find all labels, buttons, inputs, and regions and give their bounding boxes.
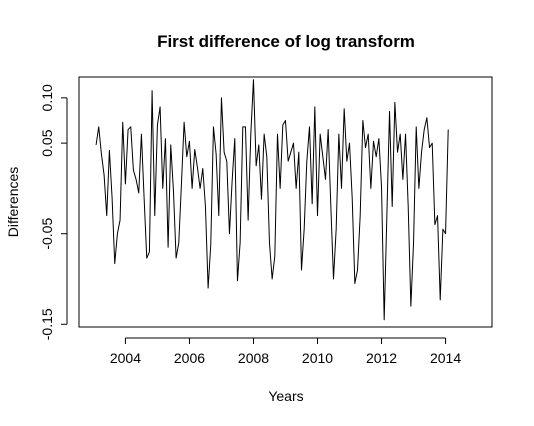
chart-title: First difference of log transform: [157, 32, 415, 51]
x-tick-label: 2014: [430, 350, 461, 366]
x-tick-label: 2008: [238, 350, 269, 366]
y-tick-label: 0.05: [39, 129, 55, 156]
y-tick-label: -0.05: [39, 218, 55, 250]
x-tick-label: 2006: [174, 350, 205, 366]
x-tick-label: 2010: [302, 350, 333, 366]
x-axis: 2004 2006 2008 2010 2012 2014: [110, 337, 461, 366]
y-axis-label: Differences: [5, 167, 21, 238]
y-tick-label: -0.15: [39, 308, 55, 340]
x-tick-label: 2004: [110, 350, 141, 366]
x-axis-label: Years: [268, 388, 303, 404]
plot-area-frame: [78, 76, 493, 328]
y-axis: -0.15 -0.05 0.05 0.10: [39, 84, 68, 340]
series-line: [95, 79, 449, 321]
y-tick-label: 0.10: [39, 84, 55, 111]
x-tick-label: 2012: [366, 350, 397, 366]
